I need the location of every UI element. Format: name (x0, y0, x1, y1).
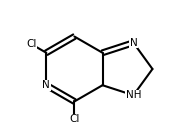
Text: N: N (130, 38, 137, 48)
Text: NH: NH (126, 90, 141, 100)
Text: Cl: Cl (69, 114, 80, 124)
Text: N: N (43, 80, 50, 90)
Text: Cl: Cl (26, 39, 36, 49)
